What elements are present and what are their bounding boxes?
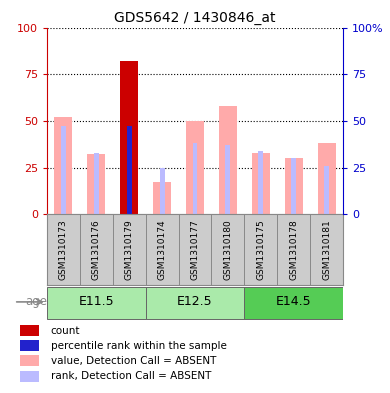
Text: count: count: [51, 326, 80, 336]
Title: GDS5642 / 1430846_at: GDS5642 / 1430846_at: [114, 11, 276, 25]
Bar: [153, 182, 171, 214]
Text: GSM1310174: GSM1310174: [158, 219, 167, 280]
Bar: [285, 158, 303, 214]
Bar: [291, 158, 296, 214]
Text: GSM1310178: GSM1310178: [289, 219, 298, 280]
Text: E14.5: E14.5: [276, 296, 312, 309]
Text: GSM1310173: GSM1310173: [59, 219, 68, 280]
Bar: [160, 167, 165, 214]
Bar: [193, 143, 197, 214]
Bar: [120, 61, 138, 214]
Bar: [127, 127, 131, 214]
Bar: [219, 106, 237, 214]
Bar: [120, 117, 138, 214]
Text: age: age: [25, 296, 48, 309]
Text: percentile rank within the sample: percentile rank within the sample: [51, 341, 227, 351]
Bar: [318, 143, 336, 214]
Text: E11.5: E11.5: [78, 296, 114, 309]
Bar: [54, 117, 72, 214]
Text: GSM1310175: GSM1310175: [256, 219, 265, 280]
Text: rank, Detection Call = ABSENT: rank, Detection Call = ABSENT: [51, 371, 211, 381]
Bar: [47, 287, 145, 318]
Text: E12.5: E12.5: [177, 296, 213, 309]
Text: GSM1310180: GSM1310180: [223, 219, 232, 280]
Bar: [20, 340, 39, 351]
Text: GSM1310176: GSM1310176: [92, 219, 101, 280]
Bar: [87, 154, 105, 214]
Bar: [186, 121, 204, 214]
Bar: [259, 151, 263, 214]
Bar: [61, 127, 66, 214]
Bar: [20, 371, 39, 382]
Bar: [94, 152, 99, 214]
Bar: [20, 355, 39, 366]
Text: value, Detection Call = ABSENT: value, Detection Call = ABSENT: [51, 356, 216, 366]
Bar: [324, 165, 329, 214]
Bar: [252, 152, 270, 214]
Bar: [127, 127, 131, 214]
Bar: [245, 287, 343, 318]
Text: GSM1310181: GSM1310181: [322, 219, 331, 280]
Bar: [20, 325, 39, 336]
Bar: [225, 145, 230, 214]
Text: GSM1310179: GSM1310179: [125, 219, 134, 280]
Text: GSM1310177: GSM1310177: [190, 219, 200, 280]
Bar: [145, 287, 245, 318]
